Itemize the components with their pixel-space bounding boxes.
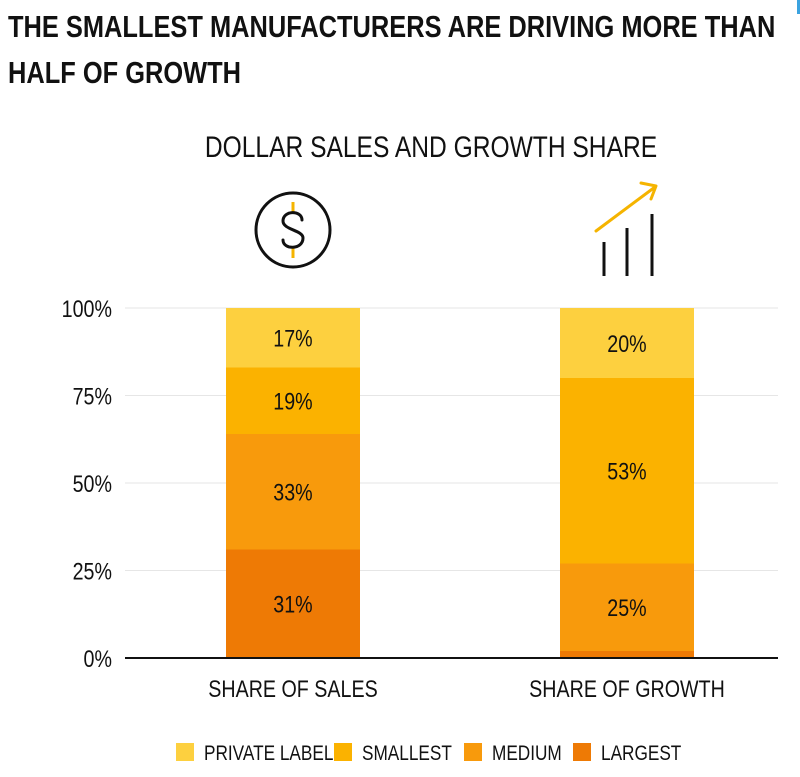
title-line-2: HALF OF GROWTH <box>8 55 241 90</box>
x-category-label: SHARE OF GROWTH <box>529 675 725 702</box>
growth-arrow-shaft <box>594 185 657 233</box>
data-label: 53% <box>607 458 646 485</box>
bar-segment-private-label <box>226 308 360 368</box>
bar-segment-medium <box>560 563 694 651</box>
y-tick-label: 75% <box>73 383 112 410</box>
legend-label: LARGEST <box>601 743 682 766</box>
legend-label: PRIVATE LABEL <box>204 743 334 766</box>
x-category-label: SHARE OF SALES <box>208 675 377 702</box>
data-label: 25% <box>607 594 646 621</box>
data-label: 31% <box>273 591 312 618</box>
legend-swatch-medium <box>464 743 482 761</box>
data-label: 33% <box>273 479 312 506</box>
bar-segment-private-label <box>560 308 694 378</box>
data-label: 19% <box>273 388 312 415</box>
bar-segment-smallest <box>226 367 360 434</box>
y-tick-label: 50% <box>73 470 112 497</box>
dollar-glyph <box>281 211 305 249</box>
corner-accent <box>797 0 800 14</box>
legend-swatch-smallest <box>334 743 352 761</box>
chart-title: DOLLAR SALES AND GROWTH SHARE <box>205 130 657 164</box>
legend-swatch-private-label <box>176 743 194 761</box>
legend-label: SMALLEST <box>362 743 452 766</box>
y-tick-label: 0% <box>84 645 112 672</box>
data-label: 20% <box>607 330 646 357</box>
bar-segment-largest <box>226 549 360 658</box>
bar-segment-medium <box>226 434 360 550</box>
y-tick-label: 100% <box>62 295 112 322</box>
bar-segment-smallest <box>560 378 694 564</box>
growth-arrow-head <box>639 181 658 201</box>
y-tick-label: 25% <box>73 558 112 585</box>
data-label: 17% <box>273 325 312 352</box>
bar-segment-largest <box>560 651 694 658</box>
legend-swatch-largest <box>573 743 591 761</box>
legend-label: MEDIUM <box>492 743 562 766</box>
dollar-circle-icon <box>254 191 332 269</box>
